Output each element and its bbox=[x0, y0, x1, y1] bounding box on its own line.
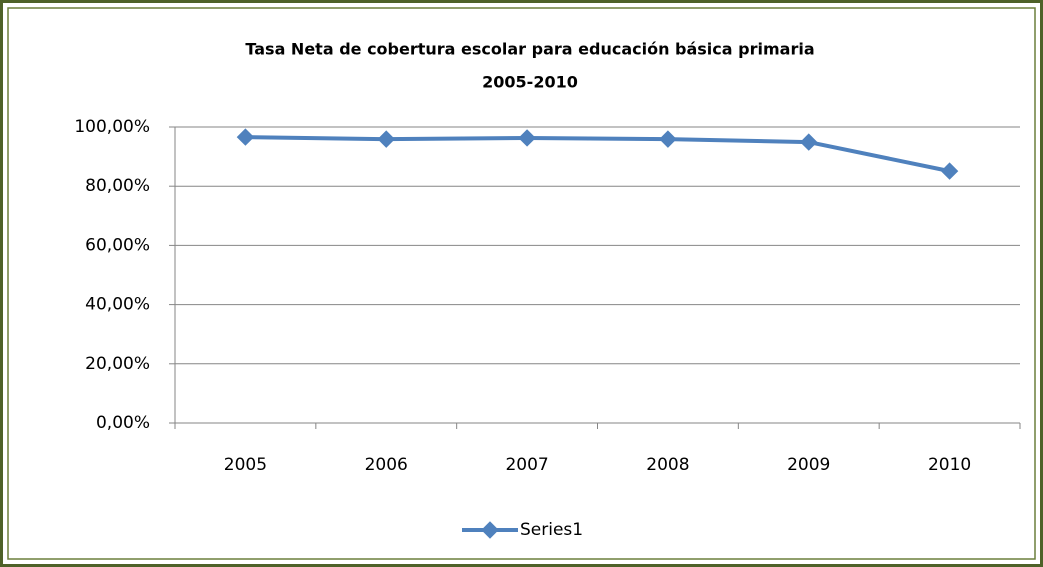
chart-subtitle: 2005-2010 bbox=[482, 73, 578, 92]
x-tick-label: 2009 bbox=[787, 455, 830, 475]
x-tick-label: 2005 bbox=[224, 455, 267, 475]
y-tick-label: 80,00% bbox=[85, 176, 150, 196]
y-tick-label: 20,00% bbox=[85, 354, 150, 374]
inner-frame bbox=[7, 7, 1036, 560]
y-tick-label: 0,00% bbox=[96, 413, 150, 433]
chart-title: Tasa Neta de cobertura escolar para educ… bbox=[245, 40, 814, 59]
y-tick-label: 60,00% bbox=[85, 235, 150, 255]
legend-label: Series1 bbox=[520, 520, 583, 540]
x-tick-label: 2006 bbox=[365, 455, 408, 475]
x-tick-label: 2010 bbox=[928, 455, 971, 475]
data-point bbox=[659, 130, 677, 148]
data-point bbox=[518, 129, 536, 147]
data-point bbox=[236, 128, 255, 146]
y-tick-label: 40,00% bbox=[85, 295, 150, 315]
data-point bbox=[940, 162, 959, 180]
y-tick-label: 100,00% bbox=[74, 117, 150, 137]
legend-marker bbox=[481, 521, 499, 539]
x-tick-label: 2007 bbox=[505, 455, 548, 475]
series-line bbox=[245, 135, 950, 174]
data-point bbox=[800, 133, 818, 151]
x-tick-label: 2008 bbox=[646, 455, 689, 475]
data-point bbox=[377, 130, 395, 148]
